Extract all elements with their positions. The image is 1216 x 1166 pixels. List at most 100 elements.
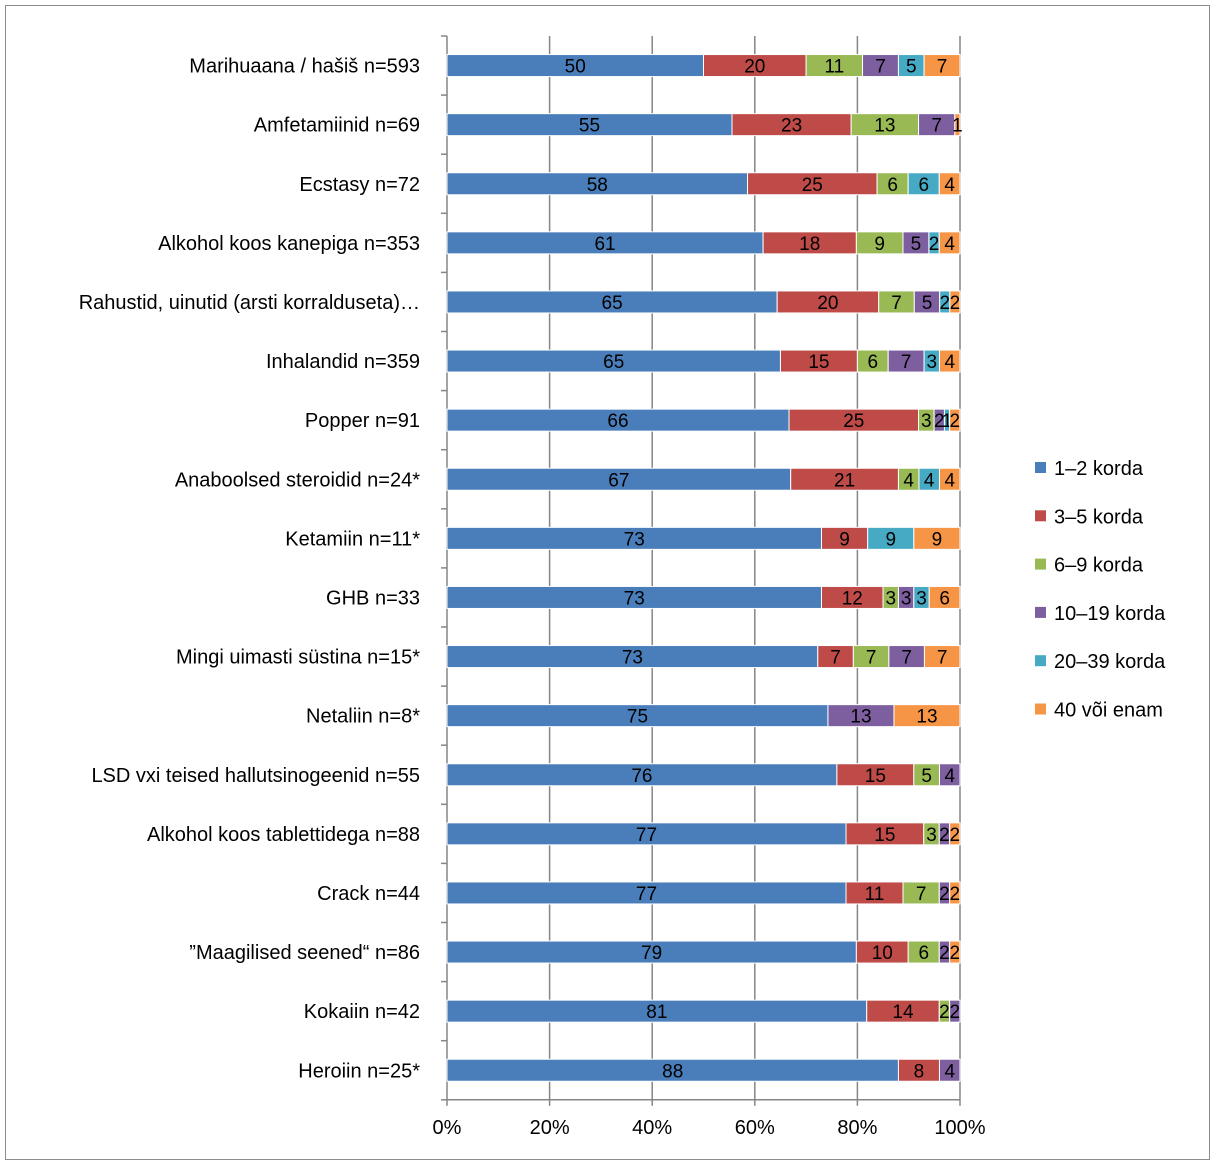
data-label: 66 [607,411,628,432]
data-label: 79 [641,943,662,964]
data-label: 23 [781,116,802,137]
data-label: 3 [916,588,927,609]
data-label: 7 [830,648,841,669]
data-label: 25 [802,175,823,196]
x-tick-label: 60% [735,1117,775,1139]
data-label: 4 [944,1061,955,1082]
data-label: 2 [950,411,961,432]
category-label: Inhalandid n=359 [266,351,420,373]
data-label: 77 [636,884,657,905]
data-label: 2 [950,884,961,905]
category-label: Ketamiin n=11* [285,528,420,550]
data-label: 2 [950,1002,961,1023]
legend-swatch [1035,606,1046,618]
data-label: 67 [608,470,629,491]
bar-segment [938,349,961,373]
data-label: 3 [921,411,932,432]
data-label: 50 [565,57,586,78]
data-label: 20 [744,57,765,78]
legend-swatch [1035,655,1046,667]
category-label: Anaboolsed steroidid n=24* [175,469,420,491]
data-label: 2 [939,1002,950,1023]
data-label: 7 [901,648,912,669]
bar-segment [938,467,961,491]
category-label: Kokaiin n=42 [304,1001,420,1023]
bars: 50 20 11 7 5 755 23 13 7 158 25 6 6 461 18 9 5 2 465 20 7 5 2 2… [446,54,963,1082]
legend-label: 6–9 korda [1054,555,1144,577]
category-label: Marihuaana / hašiš n=593 [189,56,420,78]
data-label: 7 [901,352,912,373]
data-label: 65 [603,352,624,373]
x-tick-labels: 0% 20% 40% 60% 80% 100% [433,1117,986,1139]
legend: 1–2 korda 3–5 korda 6–9 korda 10–19 korda 20… [1035,458,1166,722]
data-label: 14 [892,1002,914,1023]
data-label: 7 [937,57,948,78]
x-tick-label: 20% [530,1117,570,1139]
chart-frame [5,5,1210,1160]
bar-segment [949,999,961,1023]
data-label: 65 [602,293,623,314]
data-label: 7 [866,648,877,669]
category-label: Netaliin n=8* [306,706,420,728]
bar-segment [954,113,961,137]
legend-swatch [1035,703,1046,715]
data-label: 8 [914,1061,925,1082]
data-label: 4 [944,234,955,255]
bar-segment [949,290,961,314]
bar-segment [923,645,961,669]
data-label: 1 [952,116,963,137]
category-label: Amfetamiinid n=69 [254,115,420,137]
data-label: 75 [627,707,648,728]
data-label: 7 [937,648,948,669]
bar-segment [949,940,961,964]
data-label: 6 [918,943,929,964]
category-label: Rahustid, uinutid (arsti korralduseta)… [79,292,420,314]
x-tick-label: 0% [433,1117,462,1139]
data-label: 21 [834,470,855,491]
data-label: 13 [874,116,895,137]
bar-segment [938,763,961,787]
gridlines [548,36,961,1100]
bar-segment [938,172,961,196]
data-label: 7 [891,293,902,314]
data-label: 2 [939,943,950,964]
legend-label: 3–5 korda [1054,506,1144,528]
data-label: 5 [921,766,932,787]
category-label: Ecstasy n=72 [299,174,420,196]
x-tick-label: 80% [837,1117,877,1139]
legend-swatch [1035,462,1046,473]
bar-segment [913,526,961,550]
bar-segment [938,231,961,255]
data-label: 3 [926,352,937,373]
data-label: 9 [885,529,896,550]
data-label: 73 [624,588,645,609]
data-label: 5 [911,234,922,255]
data-label: 4 [924,470,935,491]
bar-segment [949,822,961,846]
data-label: 10 [872,943,893,964]
data-label: 4 [944,175,955,196]
data-label: 6 [939,588,950,609]
category-label: GHB n=33 [326,587,420,609]
data-label: 12 [842,588,863,609]
data-label: 25 [843,411,864,432]
data-label: 9 [874,234,885,255]
data-label: 7 [916,884,927,905]
data-label: 77 [636,825,657,846]
category-label: ”Maagilised seened“ n=86 [189,942,420,964]
data-label: 13 [916,707,937,728]
data-label: 9 [932,529,943,550]
data-label: 73 [624,529,645,550]
data-label: 3 [901,588,912,609]
x-tick-label: 40% [632,1117,672,1139]
legend-label: 20–39 korda [1054,651,1166,673]
data-label: 2 [939,884,950,905]
category-label: Popper n=91 [305,410,420,432]
data-label: 9 [839,529,850,550]
bar-segment [923,54,961,78]
axes [441,35,961,1106]
category-label: Alkohol koos kanepiga n=353 [158,233,420,255]
x-tick-label: 100% [934,1117,985,1139]
data-label: 7 [931,116,942,137]
data-label: 5 [906,57,917,78]
